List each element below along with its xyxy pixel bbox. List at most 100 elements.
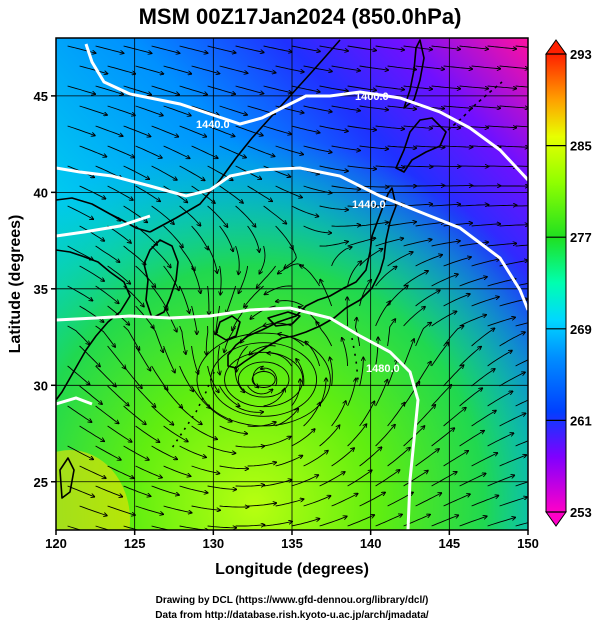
streamline	[179, 325, 186, 354]
streamline	[347, 165, 377, 169]
streamline	[443, 146, 473, 147]
streamline	[303, 185, 332, 193]
streamline	[79, 425, 105, 441]
streamline	[67, 485, 95, 497]
streamline	[303, 65, 332, 71]
streamline	[459, 315, 487, 327]
streamline	[179, 365, 194, 391]
streamline	[375, 45, 405, 50]
streamline	[191, 345, 199, 374]
streamline	[487, 45, 517, 49]
streamline	[163, 65, 192, 74]
streamline	[291, 519, 320, 527]
streamline	[151, 165, 177, 180]
streamline	[291, 205, 319, 216]
streamline	[257, 265, 276, 288]
streamline	[359, 186, 389, 187]
streamline	[247, 503, 277, 507]
streamline	[179, 165, 205, 180]
x-axis-label: Longitude (degrees)	[215, 561, 369, 578]
streamline	[95, 525, 111, 530]
streamline	[291, 125, 320, 133]
streamline	[219, 145, 246, 158]
streamline	[415, 255, 443, 267]
sakhalin-coast	[403, 39, 425, 109]
y-axis-label: Latitude (degrees)	[7, 215, 24, 354]
streamline	[459, 516, 487, 527]
streamline	[123, 45, 152, 53]
streamline	[275, 225, 293, 249]
streamline	[247, 145, 275, 156]
streamline	[319, 125, 348, 131]
streamline	[163, 105, 191, 116]
streamline	[67, 325, 90, 344]
streamline	[135, 145, 162, 158]
streamline	[235, 45, 264, 52]
streamline	[331, 65, 360, 71]
streamline	[319, 472, 345, 487]
streamline	[67, 365, 90, 385]
streamline	[443, 408, 466, 427]
streamline	[263, 165, 291, 177]
streamline	[191, 385, 210, 408]
streamline	[207, 485, 237, 489]
streamline	[387, 65, 417, 70]
streamline	[249, 345, 276, 355]
streamline	[219, 105, 247, 115]
streamline	[303, 451, 328, 467]
streamline	[431, 343, 449, 367]
streamline	[415, 65, 445, 69]
streamline	[499, 372, 525, 387]
streamline	[67, 525, 82, 530]
streamline	[207, 205, 228, 227]
streamline	[151, 125, 179, 137]
streamline	[403, 45, 433, 50]
streamline	[356, 318, 361, 347]
streamline	[303, 225, 332, 233]
streamline	[331, 225, 361, 226]
streamline	[219, 425, 248, 434]
streamline	[471, 105, 501, 108]
x-tick-label: 135	[281, 536, 303, 551]
streamline	[191, 185, 215, 203]
streamline	[278, 263, 304, 274]
streamline	[235, 85, 264, 94]
streamline	[459, 277, 487, 287]
streamline	[179, 245, 195, 271]
streamline	[95, 245, 120, 262]
streamline	[275, 409, 299, 427]
contour-1480-west	[56, 396, 93, 406]
streamline	[95, 405, 119, 423]
low-swirl	[196, 332, 331, 427]
streamline	[220, 265, 222, 295]
streamline	[387, 448, 410, 467]
streamline	[415, 449, 439, 467]
streamline	[499, 65, 528, 69]
credit-drawing: Drawing by DCL (https://www.gfd-dennou.o…	[156, 595, 429, 606]
streamline	[487, 351, 512, 367]
x-tick-label: 150	[517, 536, 539, 551]
streamline	[471, 297, 499, 307]
streamline	[347, 238, 376, 247]
streamline	[234, 365, 244, 392]
streamline	[163, 465, 191, 476]
streamline	[163, 265, 179, 290]
streamline	[239, 265, 249, 293]
streamline	[487, 475, 515, 487]
streamline	[415, 323, 431, 347]
taiwan-coast	[59, 457, 75, 499]
x-tick-label: 145	[438, 536, 460, 551]
streamline	[431, 241, 460, 247]
streamline	[330, 358, 333, 387]
streamline	[303, 105, 332, 112]
streamline	[135, 345, 151, 371]
streamline	[179, 125, 207, 137]
streamline	[443, 223, 473, 227]
streamline	[107, 65, 136, 74]
streamline	[235, 525, 265, 526]
streamline	[459, 242, 489, 247]
streamline	[163, 385, 183, 408]
streamline	[319, 378, 327, 407]
streamline	[207, 245, 218, 273]
contour-label-4: 1480.0	[366, 363, 400, 375]
